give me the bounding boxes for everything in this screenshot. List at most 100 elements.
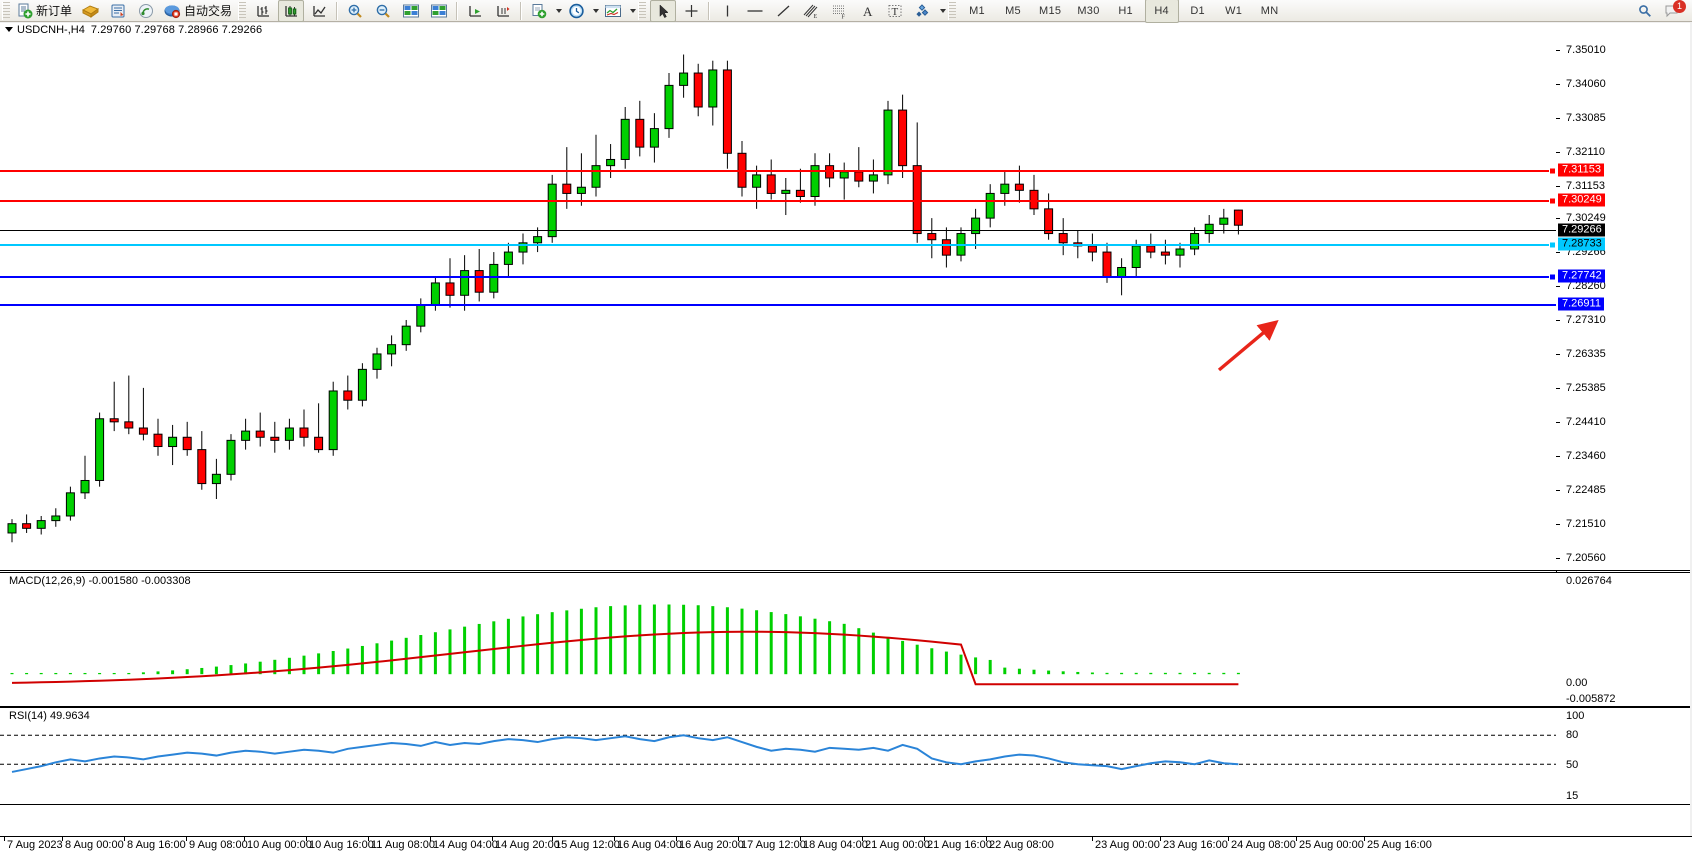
collapse-triangle-icon[interactable] <box>5 27 13 32</box>
zoom-out-icon <box>376 4 390 18</box>
candlestick-chart-button[interactable] <box>278 0 305 22</box>
time-tick <box>800 837 801 841</box>
grid-windows-button[interactable] <box>426 0 452 22</box>
text-icon: A <box>863 4 873 19</box>
toolbar-grip-3[interactable] <box>638 1 647 20</box>
templates-button[interactable] <box>600 0 626 22</box>
macd-pane[interactable]: MACD(12,26,9) -0.001580 -0.003308 0.0267… <box>0 572 1692 707</box>
tag-support-1[interactable]: 7.27742 <box>1558 269 1605 283</box>
trendline-button[interactable] <box>770 0 796 22</box>
toolbar-separator-4 <box>708 1 711 20</box>
equidistant-channel-button[interactable]: E <box>798 0 824 22</box>
time-tick-label: 21 Aug 00:00 <box>865 839 930 851</box>
rsi-pane[interactable]: RSI(14) 49.9634 100 80 50 15 <box>0 707 1692 805</box>
timeframe-m5[interactable]: M5 <box>1005 4 1021 17</box>
level-line-resistance-1[interactable] <box>0 170 1556 172</box>
signals-button[interactable] <box>133 0 159 22</box>
zoom-out-button[interactable] <box>370 0 396 22</box>
cursor-tool-button[interactable] <box>650 0 677 22</box>
level-line-support-2[interactable] <box>0 304 1556 306</box>
current-price-line <box>0 230 1556 231</box>
price-tick <box>1556 84 1560 85</box>
new-order-button[interactable]: 新订单 <box>14 0 75 22</box>
timeframe-d1[interactable]: D1 <box>1190 4 1205 17</box>
signal-icon <box>139 3 154 18</box>
notification-badge: 1 <box>1673 0 1686 13</box>
auto-trading-button[interactable]: 自动交易 <box>161 0 235 22</box>
tag-resistance-1[interactable]: 7.31153 <box>1558 163 1604 177</box>
chart-area[interactable]: 7.35010 7.34060 7.33085 7.32110 7.31153 7.302… <box>0 36 1692 836</box>
red-up-arrow[interactable] <box>1205 314 1295 374</box>
symbol-label: USDCNH-,H4 <box>17 23 85 36</box>
data-window-button[interactable] <box>398 0 424 22</box>
level-anchor-cyan[interactable] <box>1549 241 1556 249</box>
price-tick-label: 7.31153 <box>1566 180 1605 192</box>
templates-dropdown-caret[interactable] <box>630 8 637 13</box>
candlestick-series <box>7 54 1243 543</box>
text-label-button[interactable]: T <box>882 0 908 22</box>
toolbar-separator-1 <box>336 1 339 20</box>
timeframe-m30[interactable]: M30 <box>1077 4 1100 17</box>
time-tick <box>244 837 245 841</box>
tag-current-price: 7.29266 <box>1558 223 1605 237</box>
timeframe-mn[interactable]: MN <box>1260 4 1279 17</box>
axis-tick-label: 100 <box>1566 710 1585 722</box>
objects-dropdown-caret[interactable] <box>940 8 947 13</box>
level-line-cyan[interactable] <box>0 244 1556 246</box>
level-anchor-resistance-1[interactable] <box>1549 167 1556 175</box>
crosshair-tool-button[interactable] <box>678 0 704 22</box>
price-pane[interactable]: 7.35010 7.34060 7.33085 7.32110 7.31153 7.302… <box>0 36 1692 571</box>
auto-scroll-button[interactable] <box>490 0 516 22</box>
level-line-support-1[interactable] <box>0 276 1556 278</box>
time-tick-label: 10 Aug 00:00 <box>247 839 312 851</box>
wallet-button[interactable] <box>77 0 103 22</box>
objects-list-button[interactable] <box>910 0 936 22</box>
price-tick-label: 7.28260 <box>1566 280 1606 292</box>
vertical-scrollbar[interactable] <box>1690 23 1692 836</box>
time-tick-label: 11 Aug 08:00 <box>371 839 436 851</box>
bar-chart-button[interactable] <box>250 0 276 22</box>
search-button[interactable] <box>1632 0 1658 22</box>
price-tick-label: 7.24410 <box>1566 416 1606 428</box>
level-anchor-support-1[interactable] <box>1549 273 1556 281</box>
time-tick <box>4 837 5 841</box>
vertical-line-button[interactable] <box>714 0 740 22</box>
period-dropdown-caret[interactable] <box>593 8 600 13</box>
toolbar-grip-1[interactable] <box>2 1 10 20</box>
period-button[interactable] <box>563 0 589 22</box>
tag-support-2[interactable]: 7.26911 <box>1558 297 1604 311</box>
level-anchor-resistance-2[interactable] <box>1549 197 1556 205</box>
new-chart-dropdown-caret[interactable] <box>556 8 563 13</box>
new-chart-button[interactable] <box>526 0 552 22</box>
time-tick <box>306 837 307 841</box>
fibonacci-button[interactable]: F <box>826 0 852 22</box>
crosshair-icon <box>685 4 698 17</box>
timeframe-w1[interactable]: W1 <box>1225 4 1243 17</box>
timeframe-h4[interactable]: H4 <box>1144 0 1179 23</box>
time-axis[interactable]: 7 Aug 2023 8 Aug 00:00 8 Aug 16:00 9 Aug 08… <box>0 836 1692 854</box>
price-tick-label: 7.27310 <box>1566 314 1606 326</box>
timeframe-m15[interactable]: M15 <box>1039 4 1062 17</box>
time-tick <box>738 837 739 841</box>
zoom-in-button[interactable] <box>342 0 368 22</box>
horizontal-line-button[interactable] <box>742 0 768 22</box>
time-tick <box>430 837 431 841</box>
toolbar-grip-2[interactable] <box>238 1 247 20</box>
tag-cyan-level[interactable]: 7.28733 <box>1558 237 1605 251</box>
macd-series <box>10 604 1240 686</box>
new-order-label: 新订单 <box>36 4 73 18</box>
news-button[interactable] <box>105 0 131 22</box>
toolbar-grip-4[interactable] <box>948 1 957 20</box>
chart-shift-button[interactable] <box>462 0 488 22</box>
tag-resistance-2[interactable]: 7.30249 <box>1558 193 1605 207</box>
trendline-icon <box>777 5 789 16</box>
line-chart-button[interactable] <box>306 0 332 22</box>
axis-tick-label: 0.00 <box>1566 677 1588 689</box>
time-tick <box>62 837 63 841</box>
text-tool-button[interactable]: A <box>854 0 880 22</box>
level-line-resistance-2[interactable] <box>0 200 1556 202</box>
timeframe-h1[interactable]: H1 <box>1118 4 1133 17</box>
price-tick-label: 7.30249 <box>1566 212 1606 224</box>
timeframe-m1[interactable]: M1 <box>969 4 985 17</box>
notifications-button[interactable]: 1 <box>1660 0 1686 22</box>
